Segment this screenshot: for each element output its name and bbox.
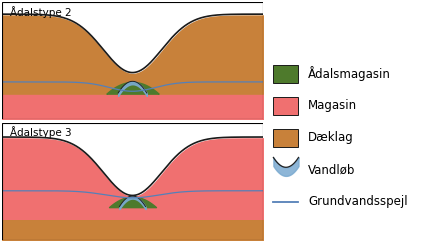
FancyBboxPatch shape xyxy=(273,128,298,147)
Text: Ådalstype 3: Ådalstype 3 xyxy=(10,126,72,138)
Text: Ådalstype 2: Ådalstype 2 xyxy=(10,6,72,18)
FancyBboxPatch shape xyxy=(273,64,298,83)
Text: Vandløb: Vandløb xyxy=(308,163,355,176)
Text: Magasin: Magasin xyxy=(308,99,357,112)
Text: Ådalsmagasin: Ådalsmagasin xyxy=(308,66,391,81)
Text: Grundvandsspejl: Grundvandsspejl xyxy=(308,195,407,208)
FancyBboxPatch shape xyxy=(273,96,298,115)
Text: Dæklag: Dæklag xyxy=(308,131,354,144)
